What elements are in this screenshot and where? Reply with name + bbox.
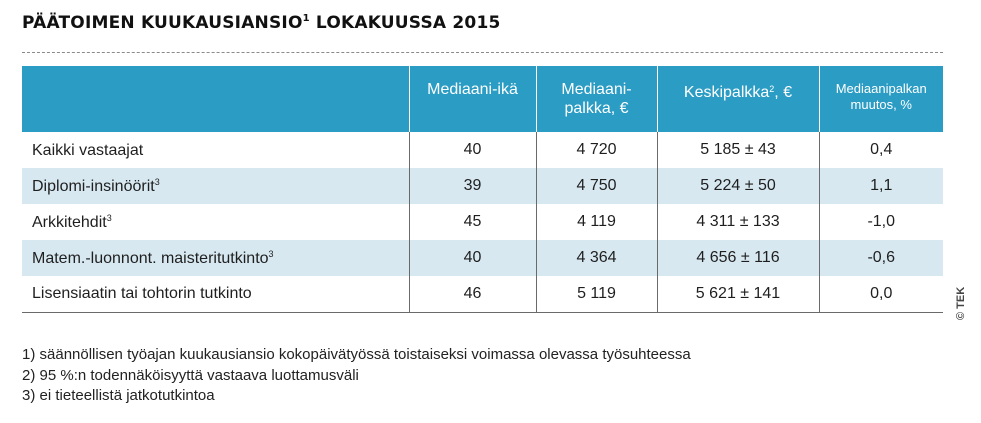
cell-change: 0,0 (818, 276, 943, 313)
cell-median-age: 45 (408, 204, 536, 240)
cell-median-salary: 4 720 (535, 132, 657, 168)
table-row: Matem.-luonnont. maisteritutkinto3 40 4 … (22, 240, 943, 276)
cell-change: -0,6 (818, 240, 943, 276)
header-empty (22, 66, 409, 132)
salary-table: Mediaani-ikä Mediaani-palkka, € Keskipal… (22, 66, 943, 313)
row-label: Diplomi-insinöörit3 (32, 176, 160, 195)
dashed-divider (22, 52, 943, 53)
table-row: Lisensiaatin tai tohtorin tutkinto 46 5 … (22, 276, 943, 313)
footnotes: 1) säännöllisen työajan kuukausiansio ko… (22, 345, 691, 407)
header-median-change: Mediaanipalkan muutos, % (818, 66, 943, 132)
cell-mean-salary: 5 224 ± 50 (656, 168, 819, 204)
page-title: PÄÄTOIMEN KUUKAUSIANSIO1 LOKAKUUSSA 2015 (22, 13, 501, 33)
footnote-1: 1) säännöllisen työajan kuukausiansio ko… (22, 346, 691, 363)
row-label: Arkkitehdit3 (32, 212, 112, 231)
table-row: Arkkitehdit3 45 4 119 4 311 ± 133 -1,0 (22, 204, 943, 240)
cell-median-salary: 4 364 (535, 240, 657, 276)
cell-mean-salary: 4 311 ± 133 (656, 204, 819, 240)
row-label: Kaikki vastaajat (32, 141, 144, 159)
title-rest: LOKAKUUSSA 2015 (309, 13, 501, 33)
table-header: Mediaani-ikä Mediaani-palkka, € Keskipal… (22, 66, 943, 132)
title-text: PÄÄTOIMEN KUUKAUSIANSIO (22, 13, 303, 33)
copyright-notice: © TEK (955, 286, 967, 320)
cell-change: 1,1 (818, 168, 943, 204)
header-median-age: Mediaani-ikä (408, 66, 536, 132)
cell-median-age: 40 (408, 132, 536, 168)
cell-median-age: 46 (408, 276, 536, 313)
cell-mean-salary: 5 621 ± 141 (656, 276, 819, 313)
table-row: Diplomi-insinöörit3 39 4 750 5 224 ± 50 … (22, 168, 943, 204)
header-mean-salary: Keskipalkka2, € (656, 66, 819, 132)
row-label: Matem.-luonnont. maisteritutkinto3 (32, 248, 274, 267)
cell-median-age: 39 (408, 168, 536, 204)
cell-median-age: 40 (408, 240, 536, 276)
title-footnote-marker: 1 (302, 13, 310, 24)
table-body: Kaikki vastaajat 40 4 720 5 185 ± 43 0,4… (22, 132, 943, 313)
cell-median-salary: 4 750 (535, 168, 657, 204)
cell-median-salary: 4 119 (535, 204, 657, 240)
header-row: Mediaani-ikä Mediaani-palkka, € Keskipal… (22, 66, 943, 132)
cell-change: 0,4 (818, 132, 943, 168)
cell-mean-salary: 4 656 ± 116 (656, 240, 819, 276)
table-row: Kaikki vastaajat 40 4 720 5 185 ± 43 0,4 (22, 132, 943, 168)
cell-mean-salary: 5 185 ± 43 (656, 132, 819, 168)
cell-change: -1,0 (818, 204, 943, 240)
header-median-salary: Mediaani-palkka, € (535, 66, 657, 132)
footnote-3: 3) ei tieteellistä jatkotutkintoa (22, 387, 215, 404)
footnote-2: 2) 95 %:n todennäköisyyttä vastaava luot… (22, 366, 359, 384)
row-label: Lisensiaatin tai tohtorin tutkinto (22, 276, 409, 313)
cell-median-salary: 5 119 (535, 276, 657, 313)
